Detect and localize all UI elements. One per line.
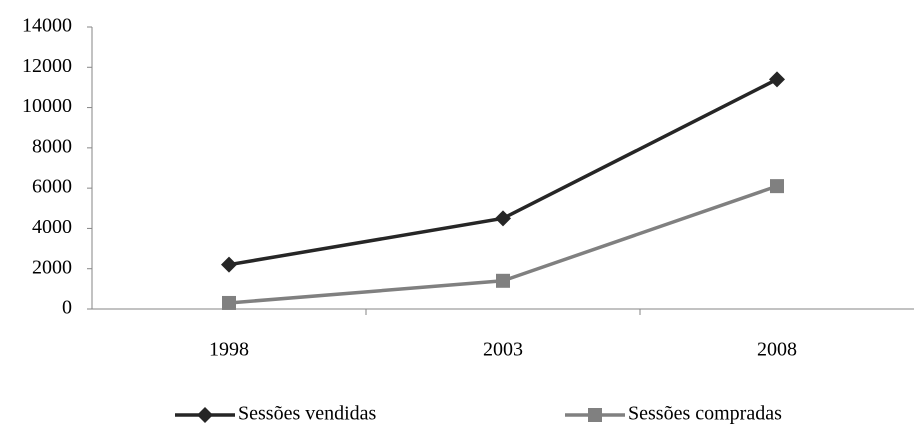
x-tick-label: 1998 [209, 339, 249, 361]
y-tick-label: 4000 [32, 216, 72, 238]
legend-label: Sessões compradas [628, 403, 782, 425]
data-point [495, 210, 511, 227]
data-point [222, 295, 236, 310]
legend-marker [588, 408, 602, 422]
y-tick-label: 6000 [32, 176, 72, 198]
x-tick-label: 2003 [483, 339, 523, 361]
legend-marker [197, 407, 213, 423]
data-point [770, 179, 784, 194]
y-tick-label: 0 [62, 297, 72, 319]
y-tick-label: 2000 [32, 256, 72, 278]
y-tick-label: 8000 [32, 135, 72, 157]
data-point [221, 256, 237, 273]
x-tick-label: 2008 [757, 339, 797, 361]
y-tick-label: 10000 [22, 95, 72, 117]
data-point [769, 71, 785, 88]
series-line [228, 77, 778, 267]
y-tick-label: 14000 [22, 15, 72, 37]
data-point [496, 273, 510, 288]
legend-label: Sessões vendidas [238, 403, 377, 425]
y-tick-label: 12000 [22, 55, 72, 77]
